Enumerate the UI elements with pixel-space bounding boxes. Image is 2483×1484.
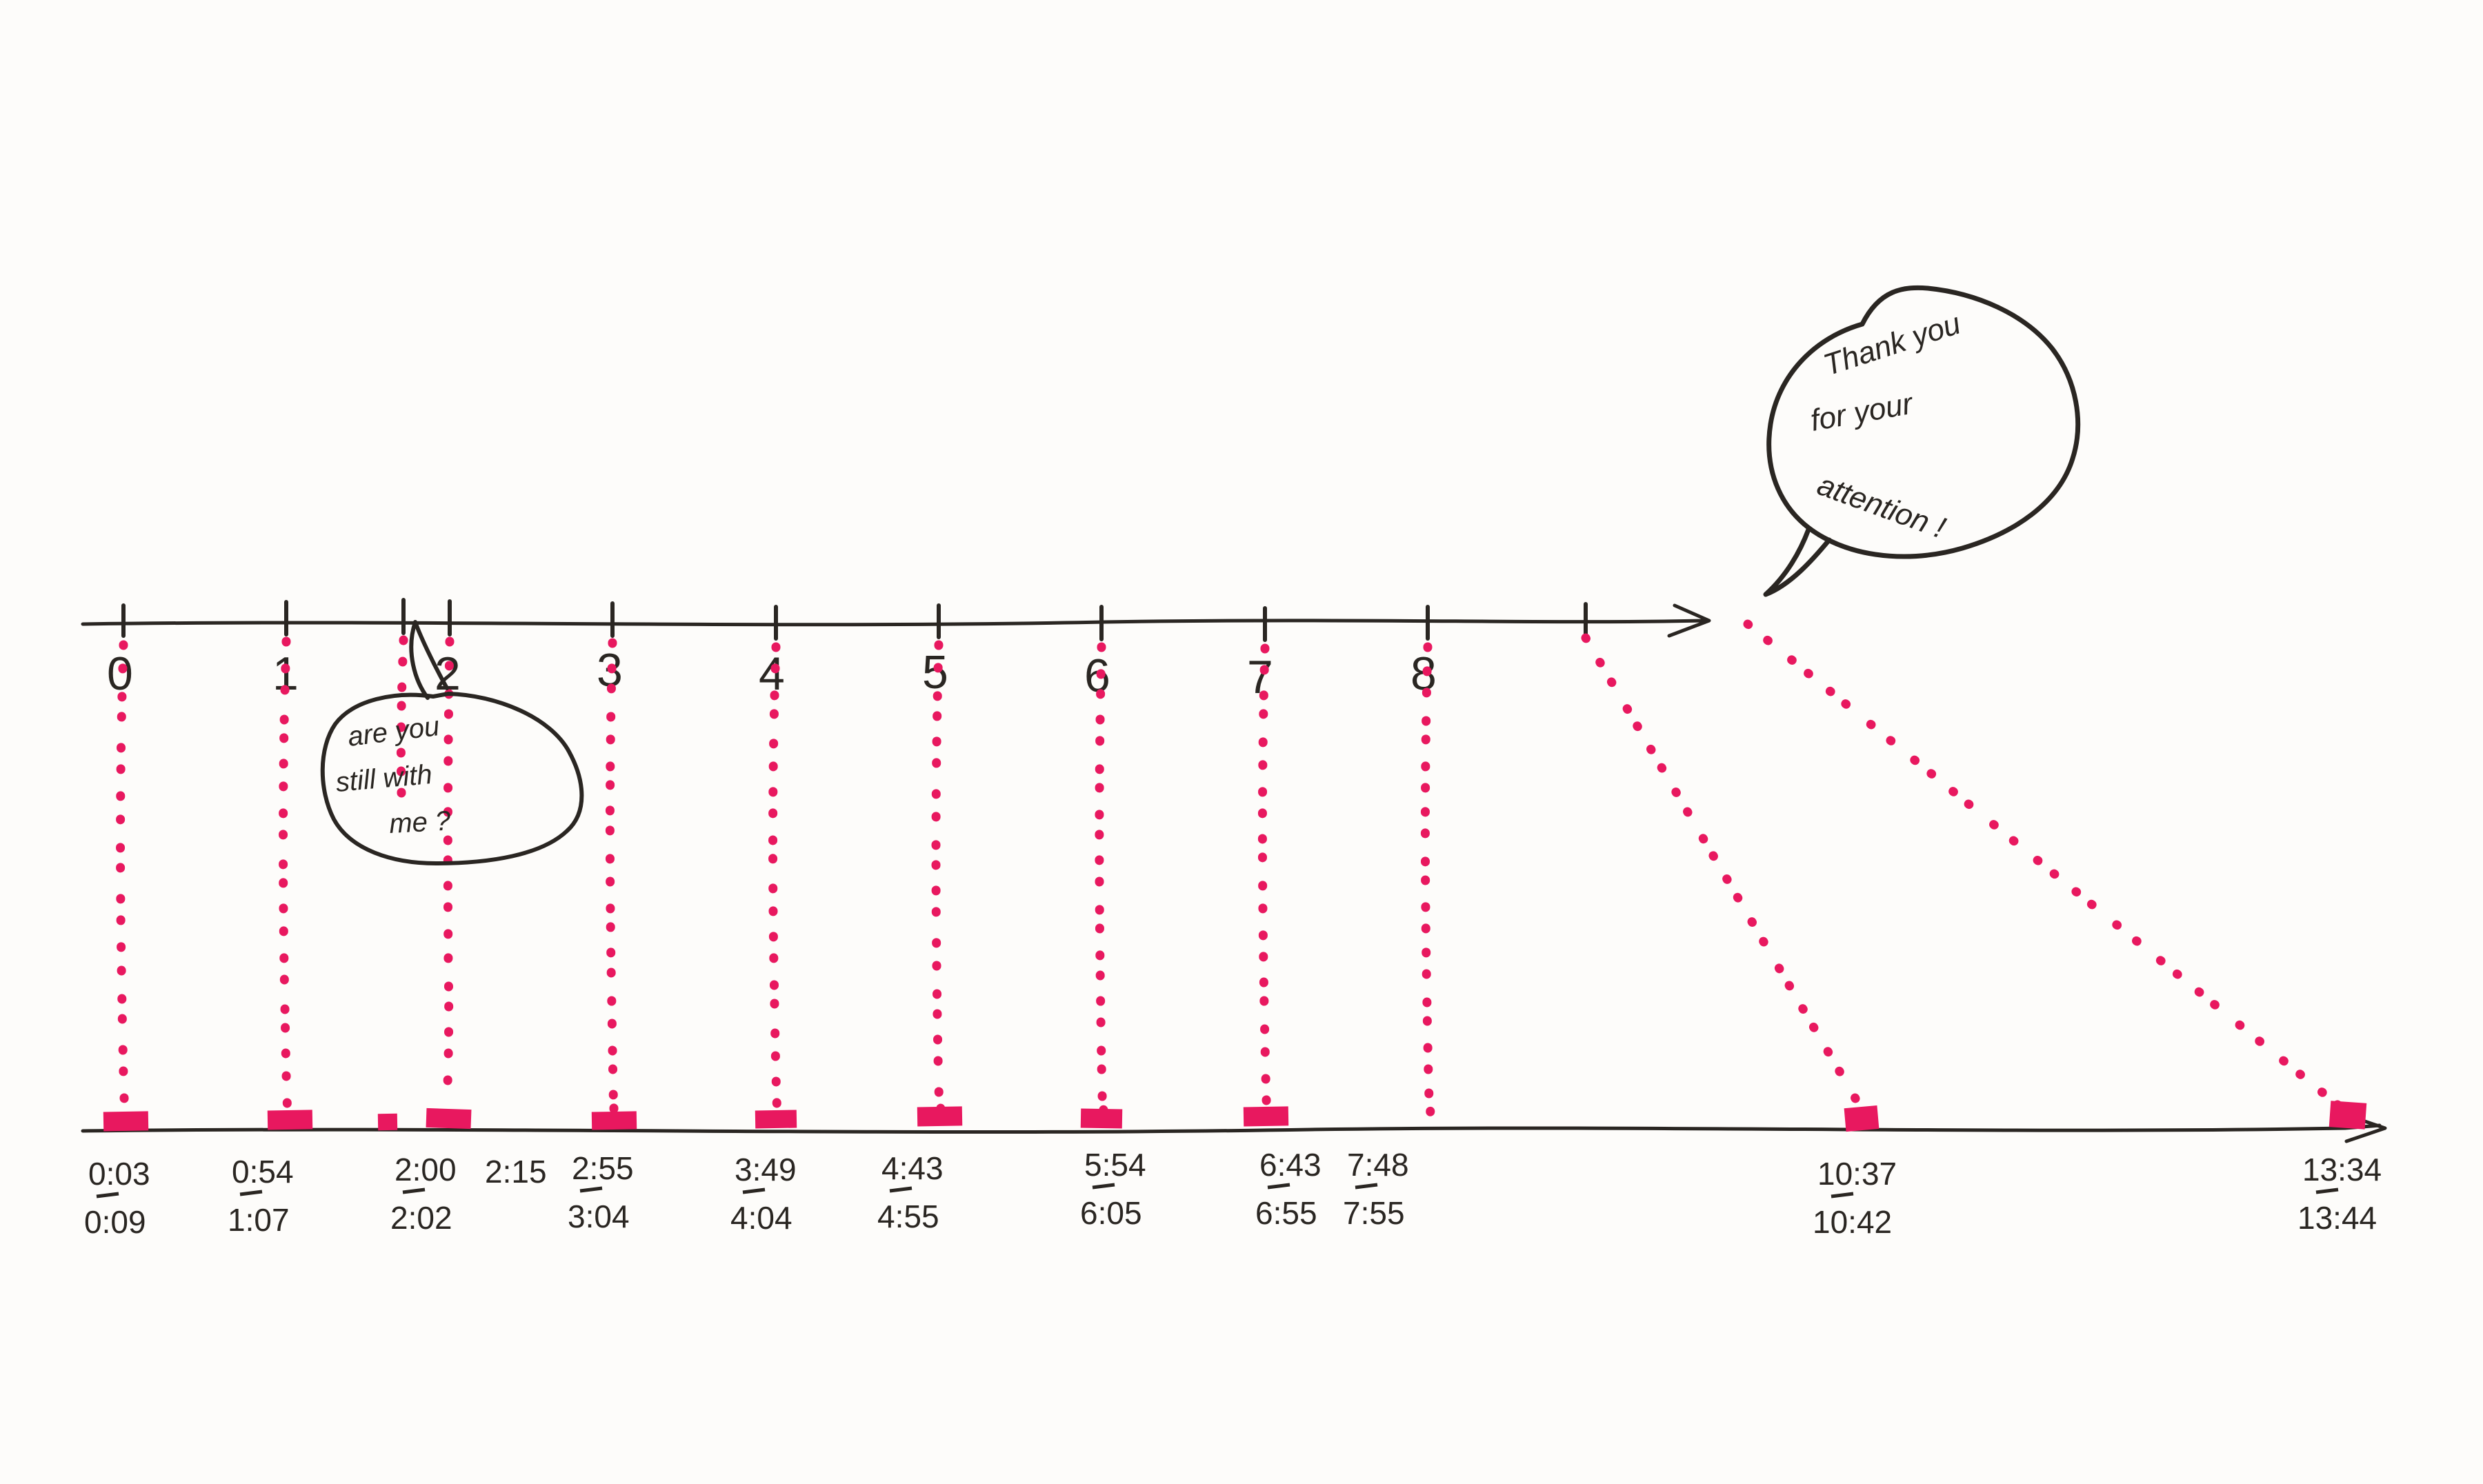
svg-text:0:54: 0:54 xyxy=(232,1154,294,1190)
svg-text:7:48: 7:48 xyxy=(1347,1147,1409,1183)
svg-text:0: 0 xyxy=(107,648,133,700)
svg-text:4:43: 4:43 xyxy=(881,1150,944,1186)
svg-text:13:34: 13:34 xyxy=(2302,1152,2382,1187)
svg-text:me ?: me ? xyxy=(388,805,452,839)
svg-text:7:55: 7:55 xyxy=(1343,1195,1405,1231)
svg-text:2:00: 2:00 xyxy=(395,1152,457,1187)
svg-text:0:03: 0:03 xyxy=(88,1156,150,1192)
svg-text:1:07: 1:07 xyxy=(228,1202,290,1238)
svg-text:4:55: 4:55 xyxy=(877,1199,939,1234)
svg-text:0:09: 0:09 xyxy=(84,1204,146,1240)
svg-text:6:55: 6:55 xyxy=(1255,1195,1317,1231)
svg-text:4:04: 4:04 xyxy=(730,1200,792,1236)
svg-text:2:15: 2:15 xyxy=(485,1154,547,1190)
svg-text:10:37: 10:37 xyxy=(1817,1156,1897,1192)
svg-text:10:42: 10:42 xyxy=(1813,1204,1892,1240)
svg-text:3:49: 3:49 xyxy=(735,1152,797,1187)
svg-text:5: 5 xyxy=(922,646,948,699)
svg-text:6:05: 6:05 xyxy=(1080,1195,1142,1231)
svg-text:2:02: 2:02 xyxy=(390,1200,452,1236)
svg-text:5:54: 5:54 xyxy=(1084,1147,1146,1183)
svg-text:13:44: 13:44 xyxy=(2297,1200,2377,1236)
svg-text:2:55: 2:55 xyxy=(572,1150,634,1186)
svg-text:6:43: 6:43 xyxy=(1259,1147,1322,1183)
svg-text:3:04: 3:04 xyxy=(568,1199,630,1234)
